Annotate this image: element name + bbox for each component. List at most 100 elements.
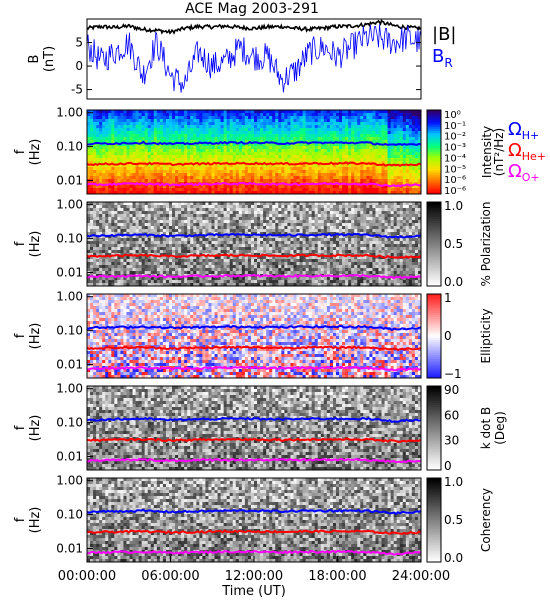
legend-b-radial-sub: R bbox=[444, 56, 452, 70]
intensity-cell bbox=[226, 122, 231, 126]
intensity-cell bbox=[363, 167, 367, 171]
polarization-cell bbox=[217, 271, 221, 275]
polarization-cell bbox=[93, 268, 97, 272]
polarization-cell bbox=[102, 226, 106, 230]
intensity-cell bbox=[114, 173, 118, 177]
intensity-cell bbox=[345, 158, 349, 162]
intensity-cell bbox=[299, 146, 303, 150]
intensity-cell bbox=[326, 152, 331, 156]
intensity-cell bbox=[266, 134, 270, 138]
intensity-cell bbox=[339, 125, 343, 129]
polarization-cell bbox=[281, 229, 285, 233]
intensity-cell bbox=[378, 134, 382, 138]
polarization-cell bbox=[260, 205, 264, 209]
polarization-cell bbox=[254, 217, 258, 221]
polarization-cell bbox=[250, 280, 255, 284]
intensity-cell bbox=[308, 179, 313, 183]
intensity-cell bbox=[402, 134, 407, 138]
polarization-cell bbox=[244, 244, 249, 248]
intensity-cell bbox=[378, 185, 382, 189]
polarization-cell bbox=[147, 229, 152, 233]
intensity-cell bbox=[90, 116, 94, 120]
intensity-cell bbox=[275, 110, 279, 114]
intensity-cell bbox=[360, 179, 364, 183]
polarization-cell bbox=[235, 217, 240, 221]
intensity-cell bbox=[238, 152, 243, 156]
intensity-cell bbox=[96, 185, 100, 189]
intensity-cell bbox=[408, 185, 413, 189]
polarization-cell bbox=[172, 232, 176, 236]
intensity-cell bbox=[175, 137, 179, 141]
polarization-cell bbox=[278, 238, 282, 242]
intensity-cell bbox=[405, 191, 410, 194]
polarization-cell bbox=[165, 265, 170, 269]
intensity-cell bbox=[111, 116, 115, 120]
intensity-cell bbox=[150, 110, 155, 114]
polarization-cell bbox=[250, 283, 255, 286]
intensity-cell bbox=[329, 125, 334, 129]
intensity-cell bbox=[308, 131, 313, 135]
intensity-cell bbox=[117, 116, 121, 120]
intensity-cell bbox=[175, 125, 179, 129]
intensity-cell bbox=[384, 179, 388, 183]
intensity-cell bbox=[332, 152, 337, 156]
polarization-cell bbox=[144, 241, 149, 245]
intensity-cell bbox=[241, 128, 246, 132]
intensity-cell bbox=[326, 176, 331, 180]
intensity-cell bbox=[202, 122, 206, 126]
intensity-cell bbox=[162, 140, 167, 144]
intensity-yunit: (Hz) bbox=[28, 139, 43, 166]
polarization-cell bbox=[126, 244, 130, 248]
polarization-cell bbox=[272, 262, 276, 266]
intensity-cell bbox=[193, 149, 197, 153]
intensity-cell bbox=[287, 152, 291, 156]
intensity-cell bbox=[150, 173, 155, 177]
intensity-cell bbox=[260, 134, 264, 138]
intensity-cell bbox=[87, 161, 91, 165]
polarization-cell bbox=[272, 256, 276, 260]
intensity-cell bbox=[381, 155, 385, 159]
polarization-cell bbox=[178, 235, 182, 239]
intensity-cell bbox=[159, 140, 164, 144]
polarization-cell bbox=[269, 214, 273, 218]
intensity-colorbar-step bbox=[427, 128, 441, 132]
polarization-cell bbox=[93, 277, 97, 281]
polarization-cell bbox=[132, 202, 136, 206]
intensity-cell bbox=[184, 185, 188, 189]
intensity-cell bbox=[226, 137, 231, 141]
intensity-cell bbox=[238, 143, 243, 147]
polarization-cell bbox=[175, 262, 179, 266]
polarization-cell bbox=[132, 211, 136, 215]
polarization-cell bbox=[138, 262, 143, 266]
intensity-cell bbox=[199, 167, 203, 171]
intensity-cell bbox=[323, 188, 328, 192]
intensity-cell bbox=[244, 128, 249, 132]
intensity-cell bbox=[278, 125, 282, 129]
intensity-cell bbox=[360, 167, 364, 171]
polarization-cell bbox=[196, 280, 200, 284]
intensity-cell bbox=[229, 110, 234, 114]
polarization-cell bbox=[150, 256, 155, 260]
intensity-cell bbox=[284, 122, 288, 126]
intensity-cell bbox=[326, 131, 331, 135]
intensity-cell bbox=[175, 176, 179, 180]
intensity-cell bbox=[254, 137, 258, 141]
intensity-cell bbox=[159, 119, 164, 123]
intensity-cell bbox=[266, 173, 270, 177]
intensity-cell bbox=[414, 155, 419, 159]
intensity-cell bbox=[202, 128, 206, 132]
intensity-cell bbox=[181, 140, 185, 144]
intensity-cell bbox=[308, 155, 313, 159]
intensity-colorbar-step bbox=[427, 110, 441, 113]
polarization-cell bbox=[120, 235, 124, 239]
intensity-cell bbox=[417, 188, 421, 192]
intensity-cell bbox=[393, 134, 398, 138]
intensity-cell bbox=[144, 113, 149, 117]
intensity-cell bbox=[354, 119, 358, 123]
intensity-cell bbox=[190, 128, 194, 132]
intensity-cell bbox=[329, 164, 334, 168]
polarization-cell bbox=[144, 271, 149, 275]
polarization-cell bbox=[117, 238, 121, 242]
intensity-cell bbox=[314, 122, 319, 126]
intensity-cell bbox=[223, 116, 228, 120]
